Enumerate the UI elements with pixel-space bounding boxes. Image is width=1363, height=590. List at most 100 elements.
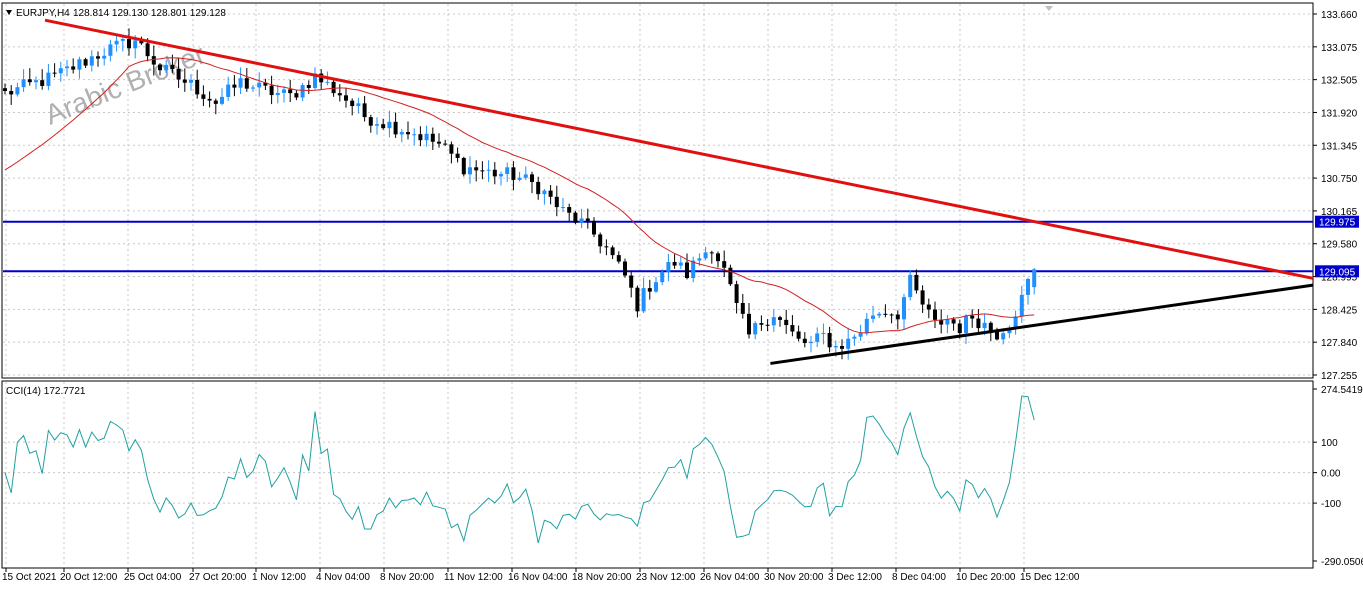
candle-body xyxy=(96,56,100,59)
candle-body xyxy=(34,80,38,83)
cci-axis: 274.5419 100 0.00 -100 -290.0506 xyxy=(1313,385,1363,568)
candle-body xyxy=(1001,333,1006,340)
chevron-down-icon[interactable] xyxy=(6,10,12,15)
candle-body xyxy=(207,98,212,101)
candle-body xyxy=(238,78,243,88)
candle-body xyxy=(176,69,181,80)
candle-body xyxy=(393,121,398,135)
candle-body xyxy=(616,255,621,262)
time-tick-label: 23 Nov 12:00 xyxy=(636,572,696,583)
candle-body xyxy=(201,94,206,99)
cci-line xyxy=(4,395,1035,544)
horizontal-levels[interactable] xyxy=(3,220,1313,273)
candle-body xyxy=(517,177,522,180)
candle-body xyxy=(554,196,559,208)
time-tick-label: 26 Nov 04:00 xyxy=(700,572,760,583)
candle-body xyxy=(331,81,336,94)
candle-body xyxy=(313,73,317,88)
price-grid xyxy=(3,4,1313,377)
candle-body xyxy=(635,287,640,312)
shift-marker-icon[interactable] xyxy=(1045,6,1053,11)
candle-body xyxy=(21,79,26,88)
time-tick-label: 27 Oct 20:00 xyxy=(189,572,247,583)
time-tick-label: 10 Dec 20:00 xyxy=(956,572,1016,583)
candle-body xyxy=(753,323,758,335)
candle-body xyxy=(759,323,764,325)
candle-body xyxy=(765,324,770,326)
candle-body xyxy=(399,132,404,135)
candle-body xyxy=(424,133,429,141)
time-tick-label: 16 Nov 04:00 xyxy=(508,572,568,583)
trendlines[interactable] xyxy=(44,18,1314,365)
candle-body xyxy=(914,274,919,291)
candle-body xyxy=(40,80,45,86)
candle-body xyxy=(908,274,913,298)
candle-body xyxy=(220,96,224,104)
candle-body xyxy=(629,275,634,288)
candle-body xyxy=(46,72,51,86)
candle-body xyxy=(988,322,993,331)
moving-average xyxy=(4,57,1035,334)
candle-body xyxy=(709,252,714,254)
candle-body xyxy=(778,317,782,320)
price-tick-label: 129.580 xyxy=(1321,240,1358,251)
candle-body xyxy=(1032,269,1037,288)
time-tick-label: 4 Nov 04:00 xyxy=(316,572,370,583)
candle-body xyxy=(530,174,534,182)
candle-body xyxy=(120,39,125,41)
candle-body xyxy=(102,55,107,59)
candle-body xyxy=(337,93,342,96)
candle-body xyxy=(784,319,789,326)
candle-body xyxy=(902,297,906,320)
candle-body xyxy=(226,84,231,97)
candle-body xyxy=(982,322,987,329)
candle-body xyxy=(685,262,689,279)
candle-body xyxy=(375,124,379,126)
candle-body xyxy=(660,271,665,283)
candle-body xyxy=(523,174,528,178)
candle-body xyxy=(970,315,975,319)
candle-body xyxy=(244,78,249,89)
candle-body xyxy=(108,44,113,56)
candle-body xyxy=(802,338,807,344)
candle-body xyxy=(15,87,20,95)
candle-body xyxy=(840,346,844,349)
cci-tick-label: -100 xyxy=(1321,499,1341,510)
candle-body xyxy=(623,261,627,276)
time-tick-label: 25 Oct 04:00 xyxy=(124,572,182,583)
candle-body xyxy=(920,290,925,305)
candle-body xyxy=(1026,278,1030,295)
candle-body xyxy=(468,167,472,175)
candle-body xyxy=(443,143,448,145)
time-axis: 15 Oct 2021 20 Oct 12:00 25 Oct 04:00 27 Oc… xyxy=(2,568,1080,583)
candle-body xyxy=(288,89,293,94)
candle-body xyxy=(573,212,578,223)
time-tick-label: 15 Oct 2021 xyxy=(2,572,57,583)
candle-body xyxy=(821,332,826,334)
candle-body xyxy=(604,246,609,248)
candle-body xyxy=(213,100,218,104)
ma-path xyxy=(4,57,1035,334)
candle-body xyxy=(164,64,169,71)
candle-body xyxy=(9,91,14,95)
candle-body xyxy=(666,261,671,272)
price-tick-label: 130.750 xyxy=(1321,174,1358,185)
candle-body xyxy=(232,84,237,88)
price-tick-label: 127.255 xyxy=(1321,371,1358,382)
candle-body xyxy=(926,304,931,310)
candle-body xyxy=(877,313,882,316)
candle-body xyxy=(158,64,162,71)
candle-body xyxy=(1013,316,1018,328)
cci-grid xyxy=(3,382,1313,567)
candle-body xyxy=(852,336,857,339)
candlesticks xyxy=(3,28,1037,360)
candle-body xyxy=(455,153,460,158)
ohlc-label: 128.814 129.130 128.801 129.128 xyxy=(73,8,226,19)
candle-body xyxy=(430,133,435,142)
trendline-support xyxy=(770,283,1314,365)
price-tick-label: 131.345 xyxy=(1321,141,1358,152)
cci-path xyxy=(4,395,1035,544)
candle-body xyxy=(610,247,615,256)
cci-tick-label: 0.00 xyxy=(1321,469,1341,480)
